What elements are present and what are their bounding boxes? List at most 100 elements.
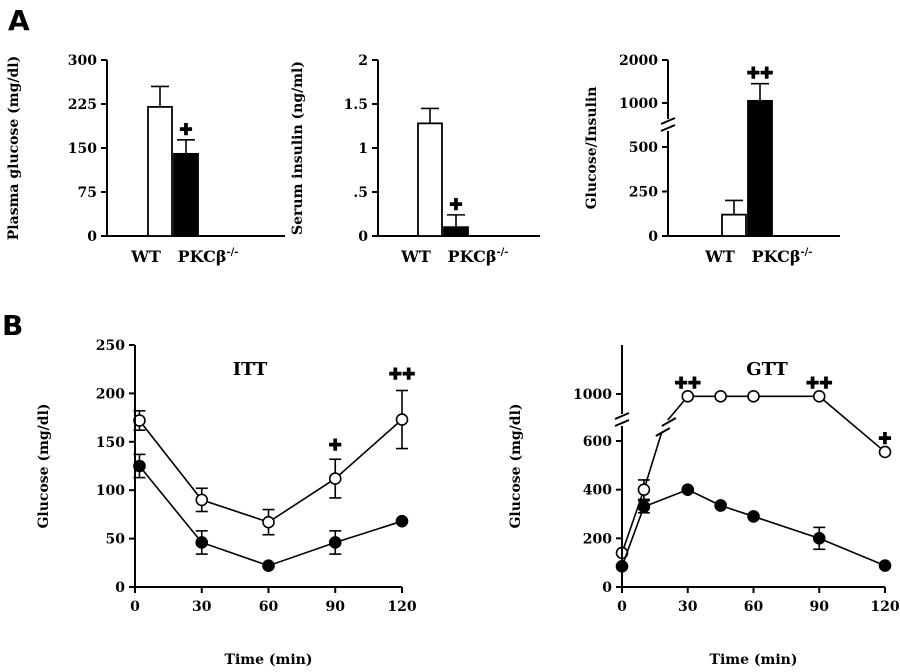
insulin-y-tick-label: .5 xyxy=(353,185,368,201)
gtt-series-line xyxy=(643,431,663,490)
insulin-bar-0 xyxy=(417,122,443,237)
gtt-data-point xyxy=(747,390,760,403)
ratio-chart: ✚✚ WT PKCβ-/- xyxy=(668,64,840,266)
insulin-chart: ✚ WT PKCβ-/- xyxy=(378,107,540,266)
panel-label-a: A xyxy=(8,4,30,37)
ratio-y-axis: 0 250 500 1000 2000 Glucose/Insulin xyxy=(584,53,676,245)
ratio-y-tick-label: 2000 xyxy=(619,53,658,69)
ratio-y-tick-label: 0 xyxy=(648,229,658,245)
gtt-data-point xyxy=(878,445,892,459)
gtt-x-tick-label: 120 xyxy=(870,599,899,615)
gtt-data-point xyxy=(812,390,826,403)
itt-data-point xyxy=(195,493,209,507)
gtt-y-tick-label: 0 xyxy=(602,580,612,596)
itt-series-line xyxy=(138,418,403,524)
itt-title: ITT xyxy=(233,359,268,380)
itt-x-tick-label: 0 xyxy=(130,599,140,615)
itt-series-line xyxy=(138,465,403,567)
insulin-y-tick-label: 1 xyxy=(358,141,368,157)
gtt-data-point xyxy=(878,559,892,572)
glucose-category-label: WT xyxy=(130,247,161,266)
glucose-bar-1 xyxy=(173,152,199,237)
gtt-data-point xyxy=(637,483,651,496)
itt-y-axis-title: Glucose (mg/dl) xyxy=(36,403,52,528)
insulin-y-axis: 0 .5 1 1.5 2 Serum insulin (ng/ml) xyxy=(290,53,379,245)
insulin-category-label: WT xyxy=(400,247,431,266)
ratio-bar-1 xyxy=(747,99,773,237)
gtt-axis-break-mark xyxy=(614,419,630,427)
insulin-category-label: PKCβ-/- xyxy=(448,247,509,266)
glucose-y-axis: 0 75 150 225 300 Plasma glucose (mg/dl) xyxy=(6,53,108,245)
gtt-data-point xyxy=(714,390,727,403)
gtt-y-tick-label: 200 xyxy=(583,531,612,547)
insulin-bar-1 xyxy=(443,226,469,237)
insulin-y-tick-label: 2 xyxy=(358,53,368,69)
ratio-y-axis-title: Glucose/Insulin xyxy=(584,87,600,210)
ratio-axis-break-mark xyxy=(660,124,676,132)
gtt-data-point xyxy=(714,499,727,512)
gtt-significance-mark: ✚✚ xyxy=(806,373,833,392)
glucose-y-tick-label: 300 xyxy=(68,53,97,69)
glucose-y-tick-label: 0 xyxy=(87,229,97,245)
itt-x-tick-label: 90 xyxy=(326,599,346,615)
ratio-axis-break-mark xyxy=(660,117,676,125)
itt-data-point xyxy=(262,515,275,529)
insulin-significance-mark: ✚ xyxy=(449,195,462,214)
glucose-y-axis-title: Plasma glucose (mg/dl) xyxy=(6,56,22,240)
itt-data-point xyxy=(262,559,275,573)
itt-y-axis: 0 50 100 150 200 250 Glucose (mg/dl) xyxy=(36,338,136,596)
glucose-bar-0 xyxy=(147,106,173,237)
gtt-series-break-mark xyxy=(655,427,671,437)
glucose-y-tick-label: 225 xyxy=(68,97,97,113)
gtt-data-point xyxy=(637,500,651,514)
ratio-y-tick-label: 1000 xyxy=(619,96,658,112)
itt-data-point xyxy=(395,413,409,426)
glucose-significance-mark: ✚ xyxy=(179,120,192,139)
itt-y-tick-label: 150 xyxy=(96,435,125,451)
itt-y-tick-label: 100 xyxy=(96,483,125,499)
ratio-category-label: PKCβ-/- xyxy=(752,247,813,266)
glucose-y-tick-label: 75 xyxy=(78,185,97,201)
itt-x-tick-label: 60 xyxy=(259,599,279,615)
gtt-x-tick-label: 30 xyxy=(678,599,698,615)
itt-x-tick-label: 30 xyxy=(192,599,212,615)
gtt-y-axis-title: Glucose (mg/dl) xyxy=(508,403,524,528)
gtt-x-tick-label: 90 xyxy=(810,599,830,615)
gtt-title: GTT xyxy=(746,359,788,380)
gtt-series-line xyxy=(621,488,886,567)
gtt-significance-mark: ✚✚ xyxy=(674,373,701,392)
gtt-series-break-mark xyxy=(661,417,677,427)
panel-label-b: B xyxy=(2,309,23,342)
gtt-y-axis: 0 200 400 600 1000 Glucose (mg/dl) xyxy=(508,345,630,596)
gtt-y-tick-label: 1000 xyxy=(573,387,612,403)
gtt-significance-mark: ✚ xyxy=(878,429,891,448)
gtt-data-point xyxy=(747,510,760,523)
gtt-data-point xyxy=(812,532,826,545)
gtt-series-line xyxy=(687,395,886,453)
itt-y-tick-label: 50 xyxy=(106,532,126,548)
itt-data-point xyxy=(133,459,146,473)
gtt-y-tick-label: 600 xyxy=(583,434,612,450)
gtt-axis-break xyxy=(614,412,630,427)
itt-x-tick-label: 120 xyxy=(387,599,416,615)
gtt-x-tick-label: 60 xyxy=(744,599,764,615)
insulin-y-axis-title: Serum insulin (ng/ml) xyxy=(290,61,306,235)
insulin-y-tick-label: 1.5 xyxy=(344,97,368,113)
ratio-bar-0 xyxy=(721,213,747,237)
itt-data-point xyxy=(328,472,342,485)
glucose-category-label: PKCβ-/- xyxy=(178,247,239,266)
gtt-axis-break-mark xyxy=(614,412,630,420)
ratio-significance-mark: ✚✚ xyxy=(747,64,774,83)
gtt-data-point xyxy=(681,390,695,403)
glucose-chart: ✚ WT PKCβ-/- xyxy=(107,85,285,266)
itt-y-tick-label: 200 xyxy=(96,386,125,402)
itt-y-tick-label: 0 xyxy=(115,580,125,596)
itt-significance-mark: ✚ xyxy=(329,436,342,455)
gtt-x-tick-label: 0 xyxy=(617,599,627,615)
itt-data-point xyxy=(133,414,146,427)
glucose-y-tick-label: 150 xyxy=(68,141,97,157)
ratio-axis-break xyxy=(660,117,676,132)
